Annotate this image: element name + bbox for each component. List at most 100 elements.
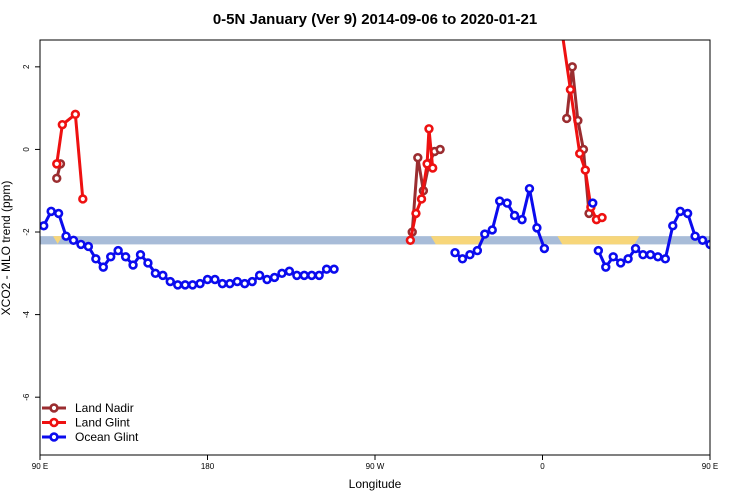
ocean-glint-point [487,225,497,235]
ocean-glint-point [539,243,550,254]
ocean-glint-point [210,274,220,285]
ocean-glint-point [480,229,490,239]
ocean-glint-point [232,276,242,287]
ocean-glint-point [173,280,183,290]
ocean-glint-point [53,208,64,219]
land-nadir-line [744,164,750,178]
ocean-glint-point [187,280,198,290]
ocean-glint-point [150,268,161,279]
ocean-band [40,236,710,245]
ocean-glint-point [307,270,317,281]
ocean-glint-series [40,183,750,290]
land-nadir-point [567,62,577,72]
ocean-glint-point [494,196,505,206]
ocean-glint-point [299,270,309,281]
ocean-glint-point [269,272,280,283]
land-glint-point [405,235,416,245]
land-nadir-point [413,152,423,163]
ocean-glint-point [40,221,49,231]
ocean-glint-point [180,280,190,290]
land-glint-point [424,124,434,134]
ocean-glint-point [113,245,123,256]
ocean-glint-point [744,247,750,254]
series-layer [40,40,750,290]
x-axis-label: Longitude [349,477,402,491]
ocean-glint-point [608,252,618,262]
land-nadir-point [435,144,445,155]
y-tick-label: -2 [22,228,31,236]
ocean-glint-point [106,252,116,262]
x-tick-label: 90 E [32,462,48,471]
ocean-glint-point [593,245,604,256]
legend-item-land-glint: Land Glint [42,416,130,430]
land-glint-series [52,40,750,245]
legend-item-ocean-glint: Ocean Glint [42,430,139,444]
ocean-glint-point [277,268,287,279]
ocean-glint-point [46,206,56,217]
ocean-glint-point [450,247,460,258]
x-tick-label: 90 W [366,462,385,471]
ocean-glint-point [284,266,295,276]
land-nadir-point [746,160,750,167]
ocean-glint-point [697,235,708,245]
ocean-glint-point [668,221,678,231]
ocean-glint-point [195,278,205,289]
ocean-glint-point [532,223,542,233]
legend-marker [49,417,59,428]
ocean-glint-point [457,254,468,264]
ocean-glint-point [721,255,728,262]
ocean-glint-point [165,276,175,287]
ocean-glint-point [202,274,213,285]
land-band-segment [430,236,483,245]
ocean-glint-point [158,270,168,281]
ocean-glint-point [653,252,663,262]
y-tick-label: -6 [22,393,31,401]
ocean-glint-point [736,253,743,260]
y-axis-label: XCO2 - MLO trend (ppm) [0,181,13,316]
ocean-glint-point [638,250,648,260]
ocean-glint-point [660,254,671,264]
ocean-glint-point [472,245,483,256]
ocean-glint-point [502,198,512,208]
land-glint-point [746,121,750,128]
ocean-glint-point [675,206,685,217]
x-tick-label: 180 [201,462,215,471]
surface-band [40,236,710,245]
land-glint-point [427,163,438,173]
ocean-glint-point [91,254,101,264]
ocean-glint-point [588,198,598,208]
ocean-glint-point [321,264,332,274]
ocean-glint-point [729,264,736,271]
x-tick-label: 90 E [702,462,718,471]
ocean-glint-point [615,258,626,268]
ocean-glint-point [314,270,324,281]
ocean-glint-point [292,270,302,281]
y-tick-label: 2 [22,64,31,69]
x-tick-label: 0 [540,462,545,471]
legend-label: Ocean Glint [75,430,139,444]
y-tick-label: -4 [22,311,31,319]
land-glint-point [575,148,585,159]
ocean-glint-point [465,250,475,260]
land-glint-line [55,112,85,200]
ocean-glint-point [254,270,265,281]
ocean-glint-point [714,243,721,250]
y-tick-label: 0 [22,147,31,152]
ocean-glint-point [98,262,108,272]
ocean-glint-point [68,235,79,245]
land-glint-point [78,194,88,204]
ocean-glint-point [135,250,146,260]
ocean-glint-point [329,264,339,274]
ocean-glint-point [76,239,86,250]
ocean-glint-point [690,231,700,241]
ocean-glint-point [240,278,250,289]
ocean-glint-point [61,231,71,241]
ocean-glint-point [143,258,153,268]
legend-item-land-nadir: Land Nadir [42,401,134,415]
ocean-glint-point [509,210,520,221]
land-band-segment [557,236,640,245]
legend-marker [49,432,59,442]
